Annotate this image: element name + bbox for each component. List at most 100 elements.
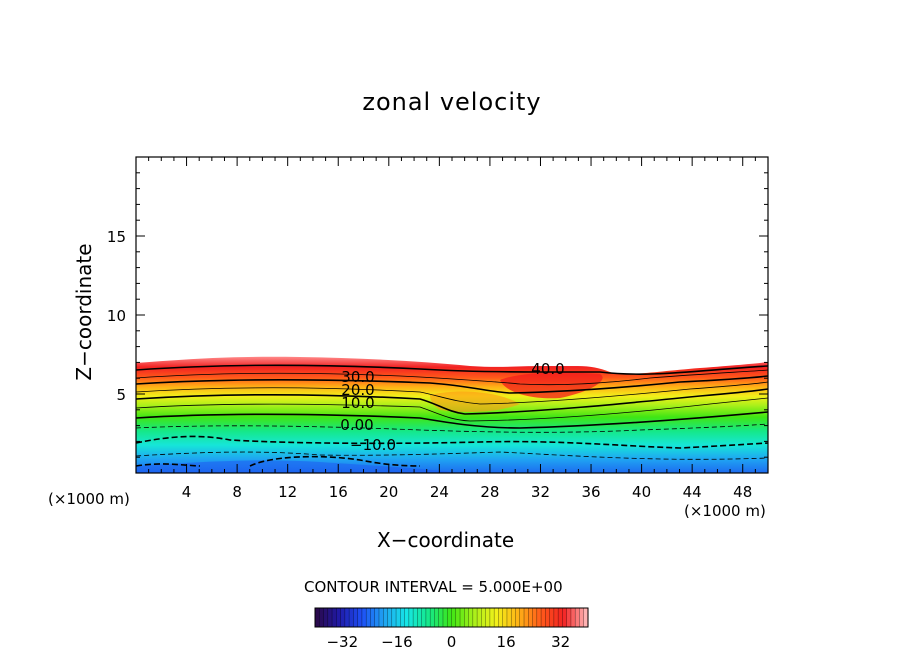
colorbar-cell <box>349 608 354 627</box>
blue-low <box>136 460 460 473</box>
x-tick-label: 16 <box>329 483 348 501</box>
colorbar-cell <box>498 608 504 627</box>
colorbar-tick-label: 32 <box>551 633 570 651</box>
colorbar-cell <box>549 608 555 627</box>
contour-line <box>136 364 768 375</box>
contour-line <box>136 411 768 429</box>
colorbar-cell <box>472 608 478 627</box>
colorbar-cell <box>374 608 380 627</box>
colorbar-cell <box>425 608 431 627</box>
contour-label: −10.0 <box>350 436 396 454</box>
colorbar-cell <box>327 608 333 627</box>
colorbar-cell <box>468 608 474 627</box>
contour-line <box>136 381 768 405</box>
colorbar-cell <box>421 608 427 627</box>
contour-line <box>136 375 768 394</box>
y-tick-label: 15 <box>107 228 126 246</box>
colorbar-cell <box>489 608 495 627</box>
colorbar-cell <box>315 608 320 627</box>
colorbar-cell <box>323 608 329 627</box>
y-tick-label: 10 <box>107 307 126 325</box>
colorbar-cell <box>353 608 359 627</box>
x-tick-label: 40 <box>632 483 651 501</box>
colorbar-cell <box>357 608 363 627</box>
contour-line <box>136 451 768 460</box>
colorbar-cell <box>434 608 440 627</box>
colorbar-cell <box>417 608 423 627</box>
colorbar-cell <box>442 608 448 627</box>
x-tick-label: 48 <box>733 483 752 501</box>
colorbar-cell <box>391 608 397 627</box>
colorbar-cell <box>519 608 525 627</box>
x-tick-label: 32 <box>531 483 550 501</box>
colorbar-cell <box>400 608 406 627</box>
orange-bulge <box>430 391 520 412</box>
colorbar-cell <box>332 608 337 627</box>
contour-label: 0.00 <box>340 416 373 434</box>
colorbar-tick-label: −32 <box>326 633 358 651</box>
colorbar-cell <box>447 608 453 627</box>
colorbar-cell <box>413 608 418 627</box>
colorbar-cell <box>396 608 401 627</box>
x-tick-label: 36 <box>581 483 600 501</box>
contour-label: 40.0 <box>531 360 564 378</box>
x-tick-label: 4 <box>182 483 192 501</box>
colorbar-cell <box>336 608 342 627</box>
colorbar-cell <box>506 608 512 627</box>
colorbar-cell <box>481 608 487 627</box>
colorbar-cell <box>536 608 542 627</box>
colorbar-cell <box>430 608 436 627</box>
chart-title: zonal velocity <box>362 88 542 116</box>
colorbar-cell <box>404 608 410 627</box>
colorbar-cell <box>378 608 384 627</box>
x-tick-label: 28 <box>480 483 499 501</box>
x-unit-left: (×1000 m) <box>48 490 130 508</box>
colorbar-cell <box>570 608 576 627</box>
colorbar-cell <box>515 608 521 627</box>
y-axis-label: Z−coordinate <box>72 243 96 381</box>
colorbar-cell <box>545 608 551 627</box>
colorbar-cell <box>575 608 581 627</box>
contour-line <box>136 369 768 386</box>
contour-field <box>136 356 768 473</box>
x-unit-right: (×1000 m) <box>684 502 766 520</box>
colorbar-cell <box>366 608 372 627</box>
colorbar-cell <box>583 608 589 627</box>
x-tick-label: 24 <box>430 483 449 501</box>
colorbar-cell <box>464 608 470 627</box>
colorbar-cell <box>340 608 346 627</box>
colorbar-cell <box>319 608 325 627</box>
colorbar-cell <box>558 608 564 627</box>
colorbar-cell <box>528 608 534 627</box>
contour-lines <box>136 364 768 467</box>
colorbar-cell <box>455 608 461 627</box>
colorbar-cell <box>494 608 500 627</box>
colorbar-cell <box>553 608 559 627</box>
colorbar-cell <box>451 608 457 627</box>
colorbar-cell <box>438 608 444 627</box>
colorbar: −32 −16 0 16 32 <box>314 607 589 651</box>
contour-labels: 40.0 30.020.010.0 0.00 −10.0 <box>340 360 564 454</box>
colorbar-cell <box>562 608 568 627</box>
contour-interval: CONTOUR INTERVAL = 5.000E+00 <box>304 578 563 596</box>
x-tick-label: 20 <box>379 483 398 501</box>
contour-label: 10.0 <box>341 394 374 412</box>
colorbar-cell <box>485 608 491 627</box>
contour-label: 20.0 <box>341 381 374 399</box>
contour-line <box>136 435 768 449</box>
contour-line <box>136 397 768 422</box>
colorbar-cell <box>370 608 376 627</box>
contour-line <box>136 455 421 467</box>
x-tick-label: 12 <box>278 483 297 501</box>
colorbar-cell <box>541 608 546 627</box>
colorbar-cell <box>387 608 393 627</box>
colorbar-cell <box>579 608 585 627</box>
colorbar-cell <box>477 608 482 627</box>
colorbar-cell <box>524 608 529 627</box>
contour-line <box>136 388 768 415</box>
colorbar-cell <box>511 608 517 627</box>
x-axis-label: X−coordinate <box>377 528 515 552</box>
colorbar-cell <box>361 608 367 627</box>
